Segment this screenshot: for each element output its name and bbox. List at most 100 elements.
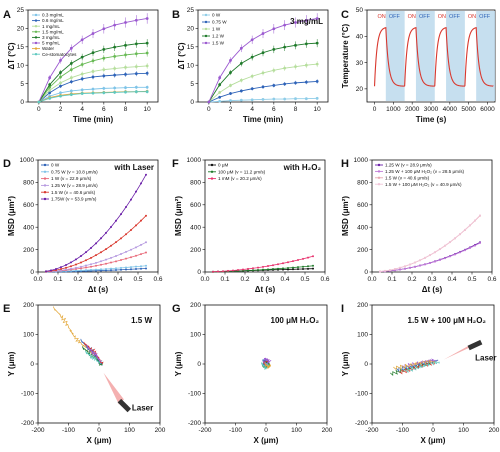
msd-point xyxy=(60,268,62,271)
msd-point xyxy=(125,206,127,209)
legend-marker xyxy=(34,19,38,22)
legend-marker xyxy=(377,176,381,179)
msd-point xyxy=(85,266,87,269)
trajectory xyxy=(393,359,435,371)
msd-point xyxy=(115,219,117,222)
legend-entry: 0 W xyxy=(212,13,221,18)
legend-marker xyxy=(204,20,208,24)
laser-label: Laser xyxy=(132,403,153,412)
msd-point xyxy=(115,267,117,270)
msd-point xyxy=(414,265,416,268)
y-axis-label: ΔT (°C) xyxy=(7,42,16,70)
plot-frame xyxy=(27,9,159,103)
legend-marker xyxy=(377,163,381,167)
msd-point xyxy=(75,258,77,261)
y-axis-label: MSD (μm²) xyxy=(174,196,183,236)
y-tick-label: 20 xyxy=(187,26,195,33)
msd-point xyxy=(110,244,112,247)
msd-point xyxy=(404,267,406,270)
msd-point xyxy=(105,262,107,265)
y-axis-label: MSD (μm²) xyxy=(7,196,16,236)
msd-point xyxy=(140,253,142,256)
y-tick-label: -200 xyxy=(188,420,201,427)
laser-icon xyxy=(117,398,132,413)
msd-point xyxy=(262,265,264,268)
trajectory xyxy=(84,350,102,365)
y-tick-label: 0 xyxy=(197,361,201,368)
y-tick-label: -100 xyxy=(188,391,201,398)
off-region xyxy=(476,11,495,101)
msd-point xyxy=(135,254,137,257)
msd-point xyxy=(55,267,57,270)
y-tick-label: -200 xyxy=(21,420,34,427)
legend-entry: 1.25 W + 100 μM H₂O₂ (v = 28.5 μm/s) xyxy=(385,169,465,174)
legend-entry: 1 mg/mL xyxy=(42,24,60,29)
laser-icon xyxy=(467,339,483,351)
off-region xyxy=(415,11,435,101)
x-axis-label: Δt (s) xyxy=(422,285,443,294)
legend-marker xyxy=(34,36,38,39)
panel-letter: D xyxy=(3,158,11,170)
msd-point xyxy=(145,241,147,244)
msd-point xyxy=(145,267,147,270)
msd-point xyxy=(140,265,142,268)
x-axis-label: X (μm) xyxy=(421,436,446,445)
x-tick-label: 0.1 xyxy=(387,276,396,283)
msd-point xyxy=(212,270,214,273)
msd-point xyxy=(60,266,62,269)
x-tick-label: 8 xyxy=(294,106,298,113)
msd-point xyxy=(459,233,461,236)
x-tick-label: 0 xyxy=(207,106,211,113)
msd-point xyxy=(272,264,274,267)
msd-point xyxy=(217,270,219,273)
msd-point xyxy=(292,266,294,269)
y-tick-label: 10 xyxy=(17,62,25,69)
y-tick-label: 10 xyxy=(187,62,195,69)
msd-point xyxy=(110,269,112,272)
msd-point xyxy=(464,228,466,231)
panel-h: 0.0 0.1 0.2 0.3 0.4 0.5 0.6 0 200 400 600 800 1000 Δt… xyxy=(341,157,497,294)
legend-marker xyxy=(43,191,47,194)
msd-point xyxy=(85,251,87,254)
off-label: OFF xyxy=(389,14,401,20)
off-label: OFF xyxy=(479,14,491,20)
msd-point xyxy=(242,268,244,271)
x-tick-label: -100 xyxy=(229,427,242,434)
msd-point xyxy=(267,268,269,271)
msd-point xyxy=(110,226,112,229)
x-axis-label: Δt (s) xyxy=(255,285,276,294)
laser-beam xyxy=(103,372,124,405)
msd-point xyxy=(444,257,446,260)
msd-point xyxy=(419,264,421,267)
msd-point xyxy=(120,237,122,240)
y-tick-label: 800 xyxy=(357,180,368,187)
annotation: 3 mg/mL xyxy=(290,17,323,26)
legend-marker xyxy=(34,13,38,17)
msd-point xyxy=(222,270,224,273)
msd-point xyxy=(120,213,122,216)
x-tick-label: -100 xyxy=(396,427,409,434)
msd-point xyxy=(312,267,314,270)
legend-marker xyxy=(204,27,208,31)
y-tick-label: 15 xyxy=(17,44,25,51)
msd-point xyxy=(95,254,97,257)
y-tick-label: 200 xyxy=(357,302,368,309)
msd-point xyxy=(145,214,147,217)
y-tick-label: 0 xyxy=(364,361,368,368)
msd-point xyxy=(80,254,82,257)
msd-point xyxy=(110,261,112,264)
msd-point xyxy=(125,250,127,253)
annotation: with H₂O₂ xyxy=(283,163,322,172)
msd-point xyxy=(90,256,92,259)
msd-point xyxy=(75,266,77,269)
x-tick-label: 0.5 xyxy=(467,276,476,283)
legend-entry: 1.2 W xyxy=(212,34,225,39)
y-tick-label: 400 xyxy=(357,224,368,231)
msd-point xyxy=(90,246,92,249)
msd-point xyxy=(140,182,142,185)
off-region xyxy=(446,11,465,101)
y-tick-label: 0 xyxy=(190,99,194,106)
msd-point xyxy=(307,267,309,270)
legend-entry: 0 μM xyxy=(218,163,228,168)
msd-point xyxy=(464,249,466,252)
